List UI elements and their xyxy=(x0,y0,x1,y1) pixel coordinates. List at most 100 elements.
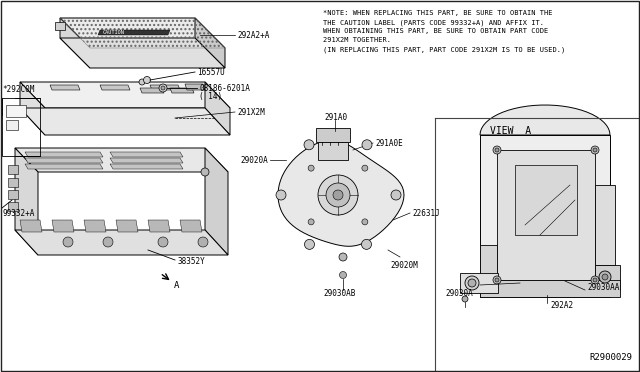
Text: 29020A: 29020A xyxy=(240,155,268,164)
Polygon shape xyxy=(185,84,205,90)
Polygon shape xyxy=(60,18,225,48)
Text: R2900029: R2900029 xyxy=(589,353,632,362)
Circle shape xyxy=(602,274,608,280)
Text: 29030AB: 29030AB xyxy=(323,289,355,298)
Text: 291A0: 291A0 xyxy=(324,112,347,122)
Circle shape xyxy=(63,237,73,247)
Circle shape xyxy=(198,237,208,247)
Circle shape xyxy=(493,276,501,284)
Circle shape xyxy=(339,272,346,279)
Polygon shape xyxy=(8,178,18,187)
Circle shape xyxy=(201,168,209,176)
Polygon shape xyxy=(100,85,130,90)
Text: A: A xyxy=(174,280,179,289)
Polygon shape xyxy=(278,140,404,246)
Circle shape xyxy=(462,296,468,302)
Text: WHEN OBTAINING THIS PART, BE SURE TO OBTAIN PART CODE: WHEN OBTAINING THIS PART, BE SURE TO OBT… xyxy=(323,28,548,34)
Circle shape xyxy=(591,276,599,284)
Polygon shape xyxy=(148,220,170,232)
Polygon shape xyxy=(460,273,498,293)
Circle shape xyxy=(591,146,599,154)
Circle shape xyxy=(593,148,597,152)
Polygon shape xyxy=(60,38,225,68)
Polygon shape xyxy=(8,165,18,174)
Bar xyxy=(2,98,40,156)
Polygon shape xyxy=(170,88,194,93)
Polygon shape xyxy=(52,220,74,232)
Polygon shape xyxy=(110,152,183,157)
Text: 08186-6201A: 08186-6201A xyxy=(199,83,250,93)
Polygon shape xyxy=(20,220,42,232)
Text: 16557U: 16557U xyxy=(197,67,225,77)
Polygon shape xyxy=(480,105,610,135)
Text: CAUTION: CAUTION xyxy=(103,29,125,35)
Circle shape xyxy=(308,165,314,171)
Text: 291X2M: 291X2M xyxy=(237,108,265,116)
Text: 292A2+A: 292A2+A xyxy=(237,31,269,39)
Polygon shape xyxy=(480,135,610,297)
Polygon shape xyxy=(8,202,18,211)
Text: 22631J: 22631J xyxy=(412,208,440,218)
Polygon shape xyxy=(150,85,180,90)
Circle shape xyxy=(161,86,165,90)
Polygon shape xyxy=(195,18,225,68)
Circle shape xyxy=(493,146,501,154)
Text: ( 14): ( 14) xyxy=(199,92,222,100)
Text: 292A2: 292A2 xyxy=(550,301,573,310)
Circle shape xyxy=(158,237,168,247)
Polygon shape xyxy=(205,148,228,255)
Text: 29020M: 29020M xyxy=(390,260,418,269)
Circle shape xyxy=(468,279,476,287)
Circle shape xyxy=(305,239,314,249)
Circle shape xyxy=(339,253,347,261)
Text: 38352Y: 38352Y xyxy=(177,257,205,266)
Circle shape xyxy=(304,140,314,150)
Circle shape xyxy=(362,140,372,150)
Circle shape xyxy=(276,190,286,200)
Polygon shape xyxy=(15,148,38,255)
Polygon shape xyxy=(116,220,138,232)
Polygon shape xyxy=(15,230,228,255)
Polygon shape xyxy=(110,164,183,169)
Circle shape xyxy=(362,165,368,171)
Bar xyxy=(6,105,26,117)
Polygon shape xyxy=(205,82,230,135)
Circle shape xyxy=(143,77,150,83)
Polygon shape xyxy=(180,220,202,232)
Bar xyxy=(318,142,348,160)
Text: 29030A: 29030A xyxy=(445,289,473,298)
Polygon shape xyxy=(60,18,90,68)
Circle shape xyxy=(103,237,113,247)
Circle shape xyxy=(599,271,611,283)
Text: *NOTE: WHEN REPLACING THIS PART, BE SURE TO OBTAIN THE: *NOTE: WHEN REPLACING THIS PART, BE SURE… xyxy=(323,10,552,16)
Polygon shape xyxy=(25,152,103,157)
Bar xyxy=(316,128,350,142)
Circle shape xyxy=(159,84,167,92)
Polygon shape xyxy=(20,108,230,135)
Polygon shape xyxy=(110,158,183,163)
Polygon shape xyxy=(84,220,106,232)
Circle shape xyxy=(391,190,401,200)
Polygon shape xyxy=(480,245,497,297)
Polygon shape xyxy=(20,82,45,135)
Polygon shape xyxy=(480,280,620,297)
Polygon shape xyxy=(55,22,65,30)
Text: VIEW  A: VIEW A xyxy=(490,126,531,136)
Polygon shape xyxy=(140,88,164,93)
Text: THE CAUTION LABEL (PARTS CODE 99332+A) AND AFFIX IT.: THE CAUTION LABEL (PARTS CODE 99332+A) A… xyxy=(323,19,544,26)
Text: (IN REPLACING THIS PART, PART CODE 291X2M IS TO BE USED.): (IN REPLACING THIS PART, PART CODE 291X2… xyxy=(323,46,565,52)
Polygon shape xyxy=(20,82,230,108)
Bar xyxy=(6,120,18,130)
Polygon shape xyxy=(15,148,228,172)
Circle shape xyxy=(333,190,343,200)
Polygon shape xyxy=(25,164,103,169)
Circle shape xyxy=(465,276,479,290)
Circle shape xyxy=(362,239,371,249)
Circle shape xyxy=(139,79,145,85)
Circle shape xyxy=(308,219,314,225)
Polygon shape xyxy=(515,165,577,235)
Circle shape xyxy=(326,183,350,207)
Circle shape xyxy=(495,148,499,152)
Text: 291X2M TOGETHER.: 291X2M TOGETHER. xyxy=(323,37,391,43)
Circle shape xyxy=(593,278,597,282)
